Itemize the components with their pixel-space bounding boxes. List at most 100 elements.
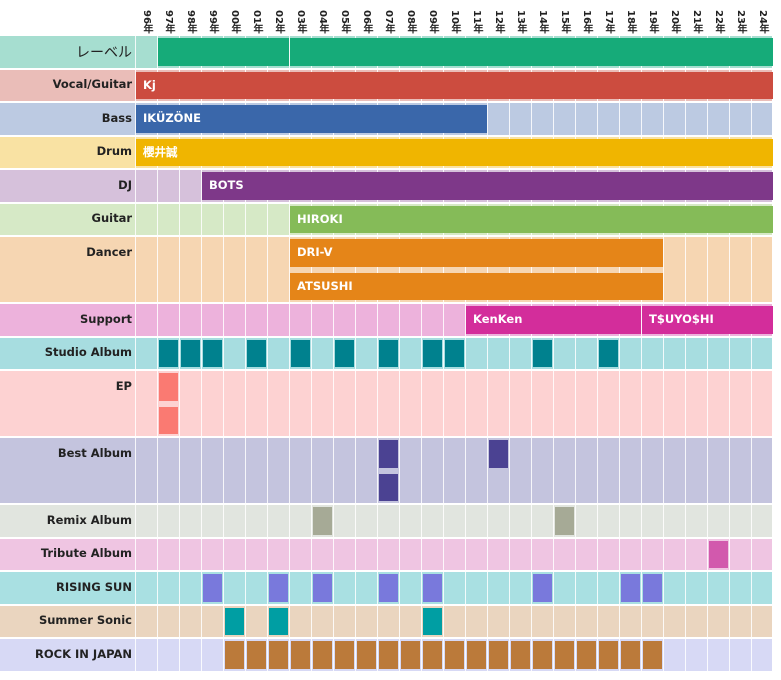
year-label: 01年 — [251, 10, 262, 34]
grid-cell — [135, 136, 157, 168]
year-label: 18年 — [625, 10, 636, 34]
grid-cell — [553, 371, 575, 436]
timeline-bar: Kj — [136, 71, 773, 99]
grid-cell — [157, 639, 179, 671]
grid-cell — [729, 371, 751, 436]
grid-cell — [531, 505, 553, 537]
grid-cell — [729, 639, 751, 671]
release-block — [291, 641, 310, 669]
grid-cell — [399, 438, 421, 503]
grid-cell — [311, 304, 333, 336]
grid-cell — [751, 505, 773, 537]
grid-cell — [663, 605, 685, 637]
release-block — [379, 641, 398, 669]
grid-cell — [179, 605, 201, 637]
grid-cell — [465, 505, 487, 537]
grid-cell — [509, 371, 531, 436]
grid-cell — [443, 605, 465, 637]
release-block — [511, 641, 530, 669]
grid-cell — [729, 538, 751, 570]
grid-cell — [201, 237, 223, 302]
grid-cell — [135, 505, 157, 537]
row-label: RISING SUN — [55, 579, 132, 594]
grid-cell — [223, 203, 245, 235]
grid-cell — [201, 170, 223, 202]
grid-cell — [201, 371, 223, 436]
grid-cell — [399, 304, 421, 336]
grid-cell — [685, 505, 707, 537]
grid-cell — [311, 639, 333, 671]
grid-cell — [311, 505, 333, 537]
grid-cell — [135, 69, 157, 101]
release-block — [423, 641, 442, 669]
release-block — [379, 339, 398, 367]
release-block — [379, 440, 398, 468]
release-block — [709, 540, 728, 568]
grid-cell — [245, 438, 267, 503]
release-block — [335, 641, 354, 669]
year-label: 08年 — [405, 10, 416, 34]
grid-cell — [663, 237, 685, 302]
grid-cell — [751, 605, 773, 637]
grid-cell — [575, 639, 597, 671]
grid-cell — [597, 505, 619, 537]
grid-cell — [597, 639, 619, 671]
grid-cell — [201, 203, 223, 235]
grid-cell — [289, 304, 311, 336]
grid-cell — [641, 572, 663, 604]
grid-cell — [311, 337, 333, 369]
grid-cell — [223, 237, 245, 302]
grid-cell — [201, 438, 223, 503]
grid-cell — [553, 237, 575, 302]
grid-cell — [641, 438, 663, 503]
grid-cell — [443, 505, 465, 537]
grid-cell — [179, 337, 201, 369]
grid-cell — [707, 605, 729, 637]
grid-cell — [135, 103, 157, 135]
grid-cell — [333, 605, 355, 637]
grid-cell — [751, 572, 773, 604]
grid-cell — [751, 237, 773, 302]
timeline-bar: KenKen — [466, 306, 641, 334]
year-label: 15年 — [559, 10, 570, 34]
grid-cell — [487, 237, 509, 302]
grid-cell — [289, 639, 311, 671]
release-block — [599, 641, 618, 669]
grid-cell — [267, 304, 289, 336]
grid-cell — [575, 237, 597, 302]
release-block — [247, 339, 266, 367]
row-label: EP — [115, 379, 132, 393]
grid-cell — [597, 538, 619, 570]
grid-cell — [223, 538, 245, 570]
grid-cell — [531, 572, 553, 604]
grid-cell — [619, 505, 641, 537]
timeline-bar: IKÜZÖNE — [136, 105, 487, 133]
grid-cell — [311, 605, 333, 637]
release-block — [379, 574, 398, 602]
grid-cell — [707, 639, 729, 671]
grid-cell — [267, 438, 289, 503]
release-block — [159, 339, 178, 367]
timeline-bar: ATSUSHI — [290, 272, 663, 300]
release-block — [313, 641, 332, 669]
grid-cell — [333, 237, 355, 302]
grid-cell — [289, 371, 311, 436]
grid-cell — [157, 237, 179, 302]
release-block — [247, 641, 266, 669]
release-block — [533, 574, 552, 602]
grid-cell — [465, 605, 487, 637]
grid-cell — [311, 237, 333, 302]
year-label: 20年 — [669, 10, 680, 34]
release-block — [555, 641, 574, 669]
grid-cell — [355, 605, 377, 637]
release-block — [357, 641, 376, 669]
grid-cell — [333, 572, 355, 604]
year-label: 98年 — [185, 10, 196, 34]
grid-cell — [355, 371, 377, 436]
grid-cell — [399, 572, 421, 604]
grid-cell — [707, 103, 729, 135]
grid-cell — [685, 371, 707, 436]
grid-cell — [355, 337, 377, 369]
release-block — [291, 339, 310, 367]
grid-cell — [619, 538, 641, 570]
